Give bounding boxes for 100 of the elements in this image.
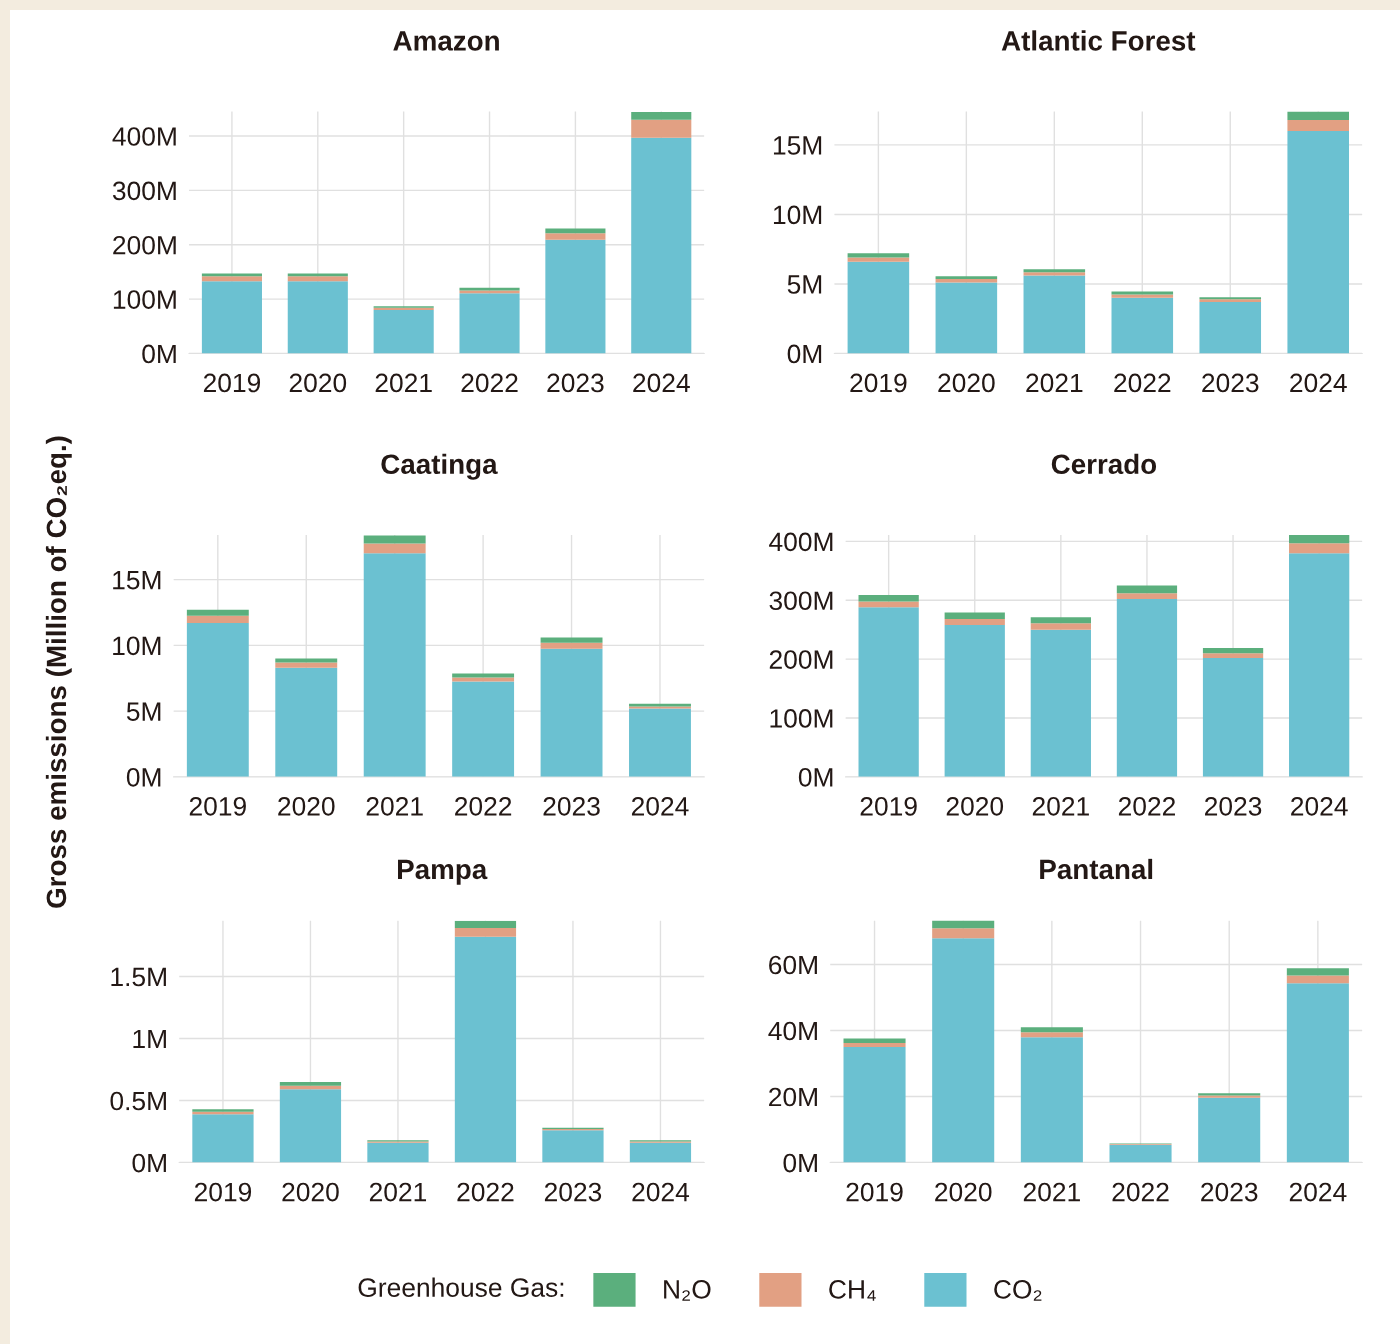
bar [367,1142,429,1163]
bar [631,119,692,138]
bar [287,281,348,354]
y-tick-label: 200M [769,650,833,669]
bar [540,642,603,649]
bar [545,233,606,240]
bar [1198,1097,1261,1163]
x-tick-label: 2022 [461,373,518,393]
x-tick-label: 2021 [1026,373,1083,393]
x-tick-label: 2021 [366,796,423,816]
bar [186,609,249,616]
legend-label: N₂O [664,1280,711,1301]
x-tick-label: 2024 [632,1182,690,1202]
bar [1286,983,1349,1163]
bar [1286,968,1349,976]
x-tick-label: 2022 [455,796,512,816]
chart-title: Atlantic Forest [1001,30,1196,51]
x-tick-label: 2024 [631,796,689,816]
x-tick-label: 2019 [189,796,246,816]
bar [275,662,338,668]
x-tick-label: 2023 [1201,1182,1258,1202]
bar [843,1047,906,1163]
y-tick-label: 300M [769,591,833,611]
y-tick-label: 0.5M [110,1091,166,1111]
bar [545,239,606,354]
bar [1030,623,1091,630]
x-tick-label: 2019 [203,373,261,393]
bar [1116,585,1178,594]
bar [287,276,348,282]
bar [944,624,1005,777]
x-tick-label: 2020 [282,1182,339,1202]
bar [1289,553,1350,777]
bar [459,293,520,354]
y-tick-label: 100M [770,709,833,728]
y-tick-label: 0M [787,344,822,364]
bar [1289,543,1350,554]
x-tick-label: 2022 [1118,796,1175,816]
x-tick-label: 2020 [289,373,347,393]
bar [944,612,1005,620]
x-tick-label: 2020 [946,796,1004,816]
x-tick-label: 2019 [850,373,907,393]
bar [1286,975,1349,984]
y-tick-label: 5M [787,275,822,294]
legend-title: Greenhouse Gas: [358,1277,564,1297]
bar [858,601,919,608]
x-tick-label: 2021 [369,1182,427,1202]
bar [858,607,919,777]
x-tick-label: 2019 [194,1182,252,1202]
bar [858,594,919,602]
bar [843,1043,906,1048]
bar [1289,534,1350,544]
x-tick-label: 2024 [1289,1182,1347,1202]
bar [847,261,910,354]
bar [1287,131,1350,354]
bar [932,920,995,929]
bar [847,257,910,262]
y-tick-label: 0M [783,1153,817,1173]
bar [1202,647,1264,654]
bar [1020,1037,1083,1163]
x-tick-label: 2023 [544,1182,602,1202]
bar [279,1081,342,1086]
bar [1287,119,1350,132]
bar [944,619,1005,625]
y-tick-label: 400M [769,532,833,552]
y-tick-label: 40M [768,1021,817,1041]
bar [935,282,998,354]
y-tick-label: 15M [773,136,822,155]
chart-title: Cerrado [1051,453,1157,475]
bar [1116,593,1178,600]
y-tick-label: 5M [126,702,161,721]
bar [1109,1144,1172,1163]
bar [186,623,249,777]
x-tick-label: 2020 [278,796,335,816]
bar [1030,629,1091,777]
bar [1020,1027,1083,1033]
bar [186,615,249,623]
bar [1202,653,1264,658]
legend-label: CH₄ [829,1280,876,1301]
bar [1030,617,1091,624]
x-tick-label: 2024 [1290,373,1347,393]
x-tick-label: 2020 [935,1182,992,1202]
bar [452,673,515,678]
y-tick-label: 15M [113,571,161,590]
bar [545,228,606,234]
y-tick-label: 60M [769,955,817,975]
y-tick-label: 0M [798,767,833,787]
x-tick-label: 2019 [860,796,917,816]
y-tick-label: 10M [113,636,161,656]
y-tick-label: 0M [126,767,161,787]
bar [631,137,692,354]
bar [1111,297,1174,354]
bar [1202,657,1264,777]
bar [932,928,995,939]
bar [363,543,426,554]
bar [629,708,691,777]
bar [1020,1032,1083,1038]
bar [454,936,517,1163]
bar [631,112,692,120]
x-tick-label: 2023 [543,796,600,816]
legend-label: CO₂ [994,1280,1042,1301]
